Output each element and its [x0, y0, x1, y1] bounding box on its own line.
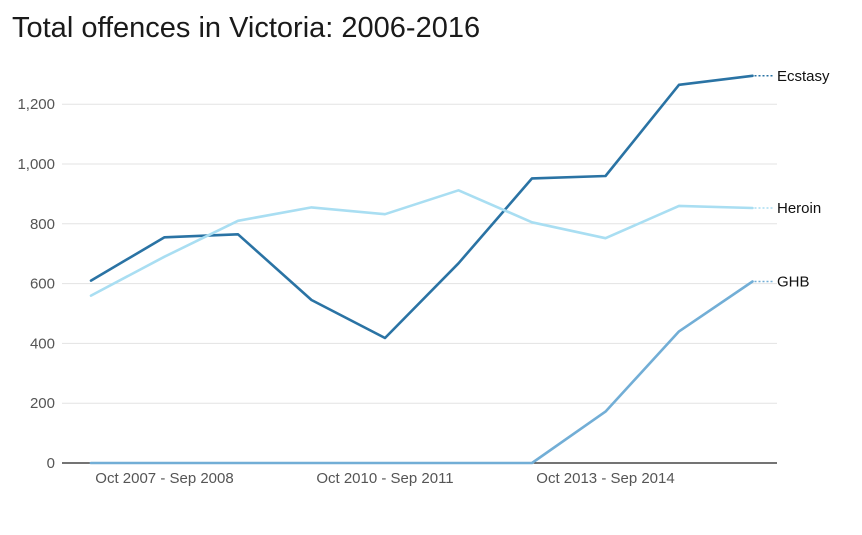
y-tick-label: 1,200 — [17, 96, 55, 113]
series-label-ecstasy: Ecstasy — [777, 68, 830, 85]
y-tick-label: 800 — [30, 216, 55, 233]
series-label-ghb: GHB — [777, 274, 810, 291]
y-tick-label: 0 — [47, 455, 55, 472]
series-line-ecstasy — [89, 74, 754, 340]
x-tick-label: Oct 2013 - Sep 2014 — [536, 470, 674, 487]
series-line-ghb — [89, 280, 754, 465]
series-labels: Ecstasy Heroin GHB — [754, 68, 830, 291]
chart-title: Total offences in Victoria: 2006-2016 — [12, 12, 481, 44]
grid — [62, 103, 777, 404]
y-tick-label: 1,000 — [17, 156, 55, 173]
series-lines — [89, 74, 754, 465]
y-tick-label: 200 — [30, 395, 55, 412]
y-tick-label: 400 — [30, 335, 55, 352]
series-label-heroin: Heroin — [777, 200, 821, 217]
y-tick-label: 600 — [30, 276, 55, 293]
series-line-heroin — [89, 189, 754, 297]
x-tick-label: Oct 2007 - Sep 2008 — [95, 470, 233, 487]
x-tick-label: Oct 2010 - Sep 2011 — [316, 470, 453, 487]
axes: 0 200 400 600 800 1,000 1,200 Oct 2007 - Sep 20… — [17, 96, 777, 487]
